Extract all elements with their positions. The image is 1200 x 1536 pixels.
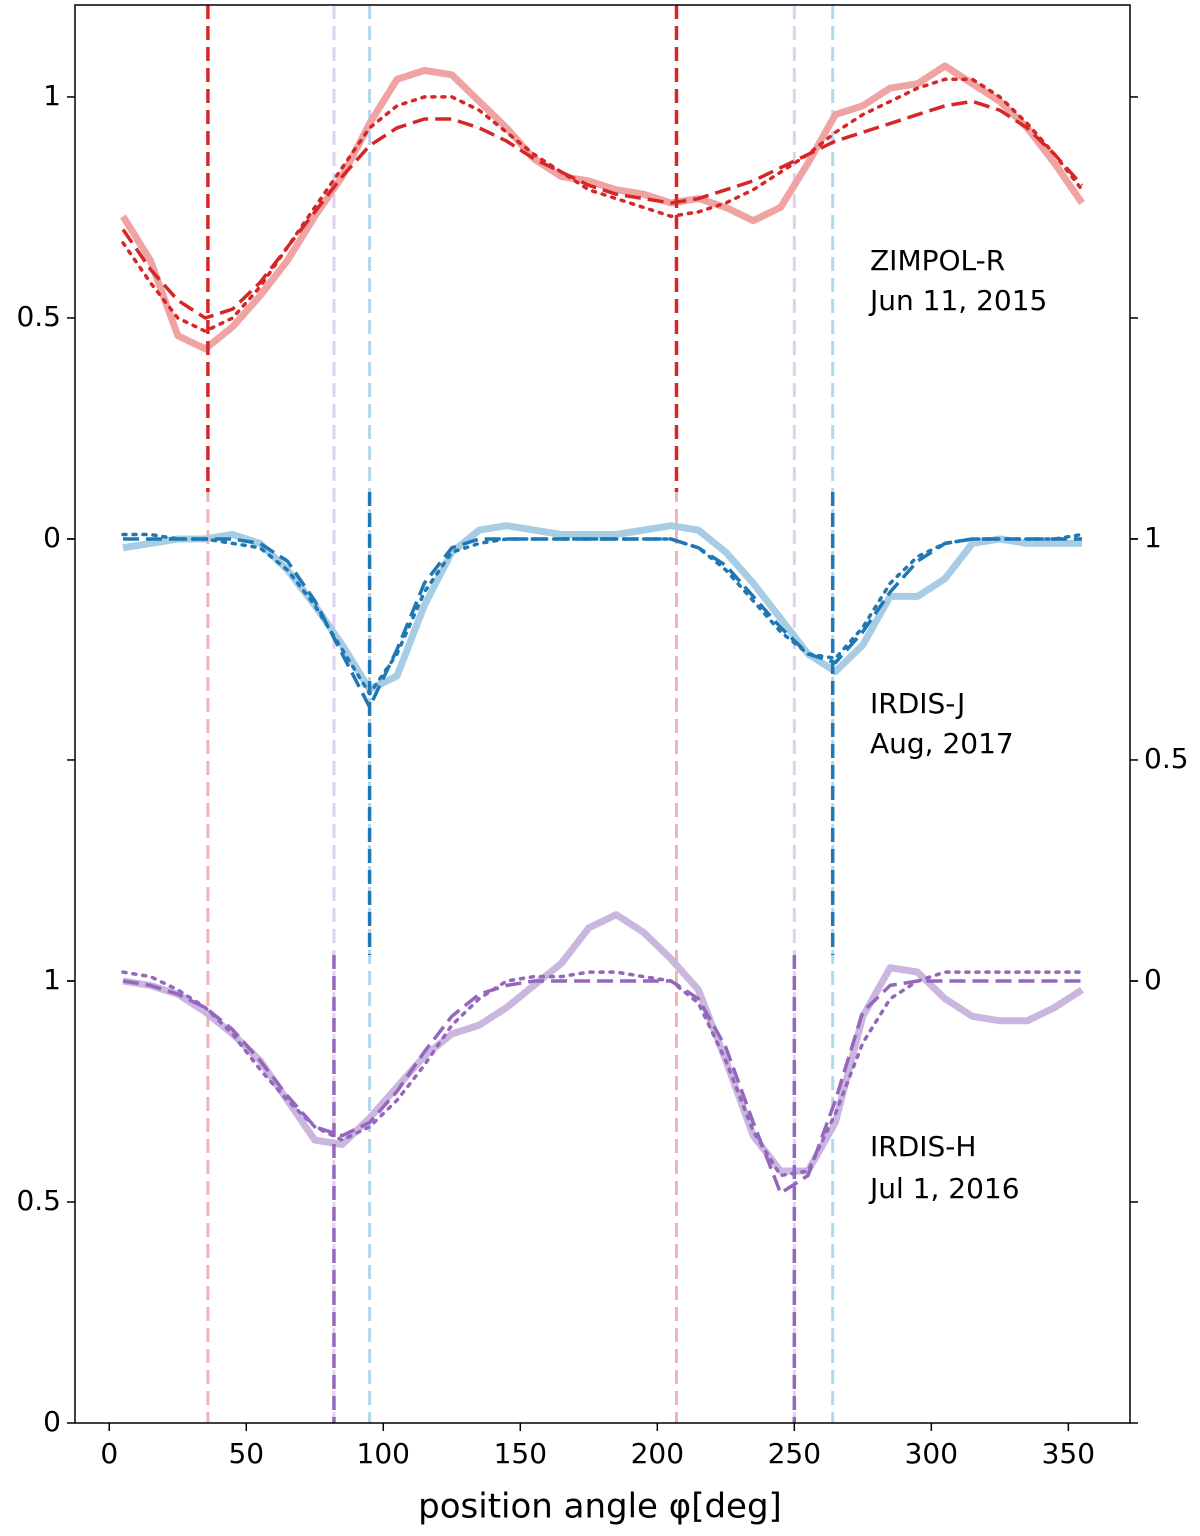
x-tick-label: 300	[905, 1437, 958, 1470]
y-tick-label: 0	[43, 521, 61, 554]
y-tick-label: 1	[43, 79, 61, 112]
data-line	[121, 99, 1084, 320]
y-tick-label: 0	[43, 1405, 61, 1438]
data-line	[122, 911, 1084, 1175]
panel-label: ZIMPOL-R	[870, 244, 1005, 277]
data-line	[121, 970, 1084, 1178]
x-tick-label: 100	[357, 1437, 410, 1470]
panel-label: Aug, 2017	[870, 727, 1014, 760]
plot-frame	[74, 4, 1131, 1424]
y2-tick-label: 0	[1144, 963, 1162, 996]
x-tick-label: 0	[100, 1437, 118, 1470]
y2-tick-label: 1	[1144, 521, 1162, 554]
x-tick-label: 250	[768, 1437, 821, 1470]
panel-label: Jul 1, 2016	[868, 1172, 1020, 1205]
x-tick-label: 200	[631, 1437, 684, 1470]
x-tick-label: 50	[228, 1437, 264, 1470]
data-line	[122, 979, 1082, 1195]
x-tick-label: 350	[1042, 1437, 1095, 1470]
data-line	[121, 532, 1084, 696]
data-line	[120, 62, 1085, 353]
x-axis-label: position angle φ[deg]	[418, 1487, 782, 1527]
y-tick-label: 0.5	[16, 300, 61, 333]
panel-label: Jun 11, 2015	[868, 284, 1047, 317]
x-tick-label: 150	[494, 1437, 547, 1470]
panel-label: IRDIS-J	[870, 687, 965, 720]
y-tick-label: 0.5	[16, 1184, 61, 1217]
y-tick-label: 1	[43, 963, 61, 996]
data-line	[121, 77, 1084, 333]
panel-label: IRDIS-H	[870, 1130, 976, 1163]
y2-tick-label: 0.5	[1144, 742, 1189, 775]
data-line	[122, 522, 1082, 693]
data-line	[123, 537, 1082, 709]
